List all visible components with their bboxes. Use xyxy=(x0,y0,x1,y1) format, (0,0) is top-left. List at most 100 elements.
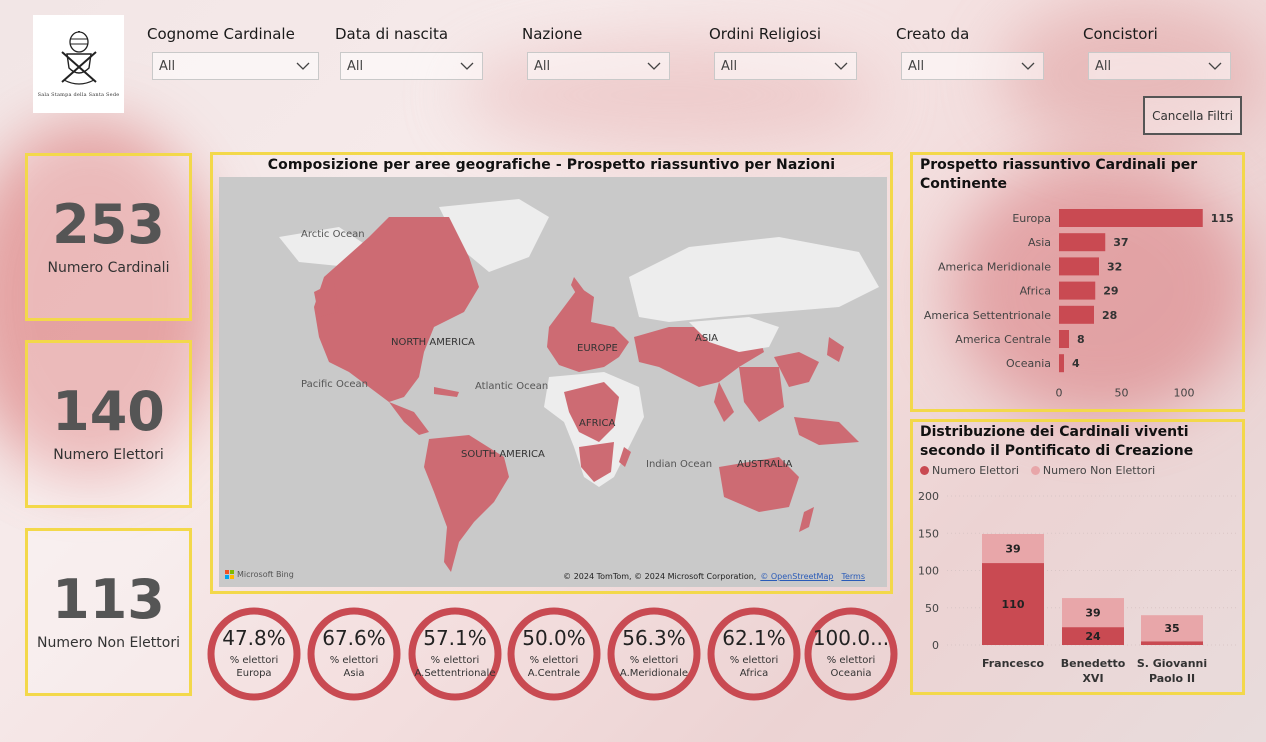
gauge-label: % elettori Asia xyxy=(330,654,379,681)
data-label: 115 xyxy=(1211,212,1234,225)
chevron-down-icon xyxy=(1208,62,1222,70)
gauge-content: 50.0% % elettori A.Centrale xyxy=(506,606,602,702)
filter-dropdown[interactable]: All xyxy=(340,52,483,80)
chevron-down-icon xyxy=(834,62,848,70)
filter-data-nascita: Data di nascita All xyxy=(335,22,507,80)
attribution-text: © 2024 TomTom, © 2024 Microsoft Corporat… xyxy=(563,572,757,581)
gauge-label-line1: % elettori xyxy=(629,654,679,666)
filter-value: All xyxy=(159,58,176,74)
map-label-africa: AFRICA xyxy=(579,418,616,429)
microsoft-bing-logo: Microsoft Bing xyxy=(225,570,294,579)
gauge-label-line1: % elettori xyxy=(229,654,279,666)
gauge-value: 56.3% xyxy=(622,625,686,650)
gauge-label-line2: A.Meridionale xyxy=(619,668,689,679)
gauge-value: 67.6% xyxy=(322,625,386,650)
legend-label: Numero Elettori xyxy=(932,464,1019,477)
legend-item-non-elettori[interactable]: Numero Non Elettori xyxy=(1030,464,1156,477)
gauge-value: 47.8% xyxy=(222,625,286,650)
gauge-card: 56.3% % elettori A.Meridionale xyxy=(606,606,702,702)
filter-nazione: Nazione All xyxy=(522,22,694,80)
chevron-down-icon xyxy=(1021,62,1035,70)
kpi-label: Numero Cardinali xyxy=(47,260,170,276)
category-label: America Meridionale xyxy=(938,260,1051,273)
gauge-ring xyxy=(707,607,801,701)
map-provider: Microsoft Bing xyxy=(237,570,294,579)
filter-concistori: Concistori All xyxy=(1083,22,1255,80)
kpi-value: 140 xyxy=(52,380,165,443)
kpi-numero-cardinali: 253 Numero Cardinali xyxy=(25,153,192,321)
clear-filters-button[interactable]: Cancella Filtri xyxy=(1143,96,1242,135)
chevron-down-icon xyxy=(647,62,661,70)
data-label: 24 xyxy=(1085,630,1101,643)
filter-dropdown[interactable]: All xyxy=(527,52,670,80)
world-map[interactable]: Arctic Ocean NORTH AMERICA Pacific Ocean… xyxy=(219,177,887,587)
gauge-content: 57.1% % elettori A.Settentrionale xyxy=(407,606,503,702)
filter-label: Data di nascita xyxy=(335,25,449,43)
kpi-numero-non-elettori: 113 Numero Non Elettori xyxy=(25,528,192,696)
data-label: 110 xyxy=(1002,598,1025,611)
gauge-label: % elettori Oceania xyxy=(827,654,876,681)
legend-item-elettori[interactable]: Numero Elettori xyxy=(920,464,1019,477)
gauge-label-line2: Europa xyxy=(236,668,272,679)
map-attribution: © 2024 TomTom, © 2024 Microsoft Corporat… xyxy=(563,572,865,581)
bar-segment xyxy=(982,533,1044,564)
bar xyxy=(1059,233,1106,252)
data-label: 32 xyxy=(1107,260,1122,273)
gauge-label: % elettori A.Meridionale xyxy=(620,654,688,681)
gauge-value: 50.0% xyxy=(522,625,586,650)
y-tick-label: 200 xyxy=(918,490,939,503)
gauge-card: 67.6% % elettori Asia xyxy=(306,606,402,702)
gauge-card: 47.8% % elettori Europa xyxy=(206,606,302,702)
y-tick-label: 100 xyxy=(918,565,939,578)
y-tick-label: 150 xyxy=(918,527,939,540)
filter-value: All xyxy=(721,58,738,74)
gauge-label: % elettori A.Settentrionale xyxy=(414,654,495,681)
terms-link[interactable]: Terms xyxy=(841,572,865,581)
category-label: Asia xyxy=(1028,236,1051,249)
gauge-label-line1: % elettori xyxy=(430,654,480,666)
category-label: Paolo II xyxy=(1149,672,1195,685)
gauge-card: 50.0% % elettori A.Centrale xyxy=(506,606,602,702)
gauge-value: 62.1% xyxy=(722,625,786,650)
filter-dropdown[interactable]: All xyxy=(1088,52,1231,80)
gauge-card: 57.1% % elettori A.Settentrionale xyxy=(407,606,503,702)
map-label-arctic: Arctic Ocean xyxy=(301,229,365,240)
pontificate-stacked-bar-chart: 0 50 100 150 200 110 39 Francesco 24 39 Benedetto X… xyxy=(918,490,1238,685)
filter-label: Creato da xyxy=(896,25,970,43)
bar-segment xyxy=(1141,641,1203,645)
kpi-label: Numero Elettori xyxy=(53,447,164,463)
legend-label: Numero Non Elettori xyxy=(1042,464,1156,477)
gauge-arc xyxy=(707,607,801,701)
background-shape xyxy=(0,120,220,480)
bar xyxy=(1059,209,1203,227)
category-label: Europa xyxy=(1012,212,1051,225)
filter-dropdown[interactable]: All xyxy=(714,52,857,80)
gauge-ring xyxy=(307,607,401,701)
openstreetmap-link[interactable]: © OpenStreetMap xyxy=(760,572,834,581)
data-label: 29 xyxy=(1103,285,1118,298)
bar-segment xyxy=(982,563,1044,645)
gauge-content: 67.6% % elettori Asia xyxy=(306,606,402,702)
filter-value: All xyxy=(534,58,551,74)
gauge-ring xyxy=(507,607,601,701)
gauge-label-line2: Oceania xyxy=(830,668,872,679)
filter-dropdown[interactable]: All xyxy=(901,52,1044,80)
logo: Sala Stampa della Santa Sede xyxy=(33,15,124,113)
gauge-card: 100.0... % elettori Oceania xyxy=(803,606,899,702)
map-label-asia: ASIA xyxy=(695,333,718,344)
filter-dropdown[interactable]: All xyxy=(152,52,319,80)
gauge-label-line2: Asia xyxy=(343,668,365,679)
filter-cognome: Cognome Cardinale All xyxy=(147,22,319,80)
map-title: Composizione per aree geografiche - Pros… xyxy=(267,157,836,173)
category-label: Oceania xyxy=(1006,357,1051,370)
gauge-card: 62.1% % elettori Africa xyxy=(706,606,802,702)
logo-caption: Sala Stampa della Santa Sede xyxy=(37,92,120,98)
gauge-value: 100.0... xyxy=(812,625,890,650)
filter-label: Cognome Cardinale xyxy=(147,25,295,43)
map-label-atlantic: Atlantic Ocean xyxy=(475,381,549,392)
gauge-label: % elettori Africa xyxy=(730,654,779,681)
gauge-label-line1: % elettori xyxy=(826,654,876,666)
map-label-australia: AUSTRALIA xyxy=(737,459,793,470)
bar xyxy=(1059,281,1096,300)
gauge-label: % elettori A.Centrale xyxy=(528,654,580,681)
